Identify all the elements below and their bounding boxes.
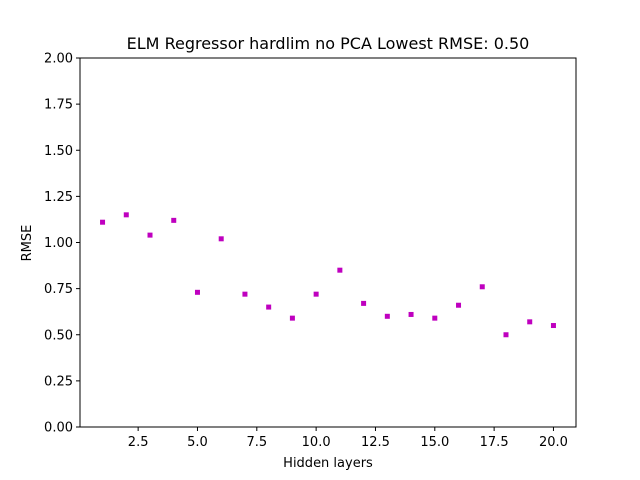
plot-area: 2.5 5.0 7.5 10.0 12.5 15.0 17.5 20.0 0.00 0.25 0.5… <box>44 52 577 450</box>
x-tick-label: 7.5 <box>246 435 267 450</box>
data-point <box>527 319 533 325</box>
x-tick-label: 20.0 <box>539 435 568 450</box>
data-point <box>384 313 390 319</box>
y-tick-label: 2.00 <box>44 52 73 67</box>
data-point <box>479 284 485 290</box>
data-point <box>242 291 248 297</box>
data-point <box>456 302 462 308</box>
data-point <box>218 236 224 242</box>
x-tick-label: 15.0 <box>420 435 449 450</box>
data-point <box>289 315 295 321</box>
data-point <box>337 267 343 273</box>
data-point <box>503 332 509 338</box>
y-tick-label: 1.50 <box>44 144 73 159</box>
x-tick-label: 12.5 <box>361 435 390 450</box>
y-axis-label: RMSE <box>20 225 35 262</box>
data-point <box>313 291 319 297</box>
data-point <box>432 315 438 321</box>
data-point <box>147 232 153 238</box>
data-point <box>550 323 556 329</box>
plot-frame <box>79 57 577 428</box>
x-tick-label: 2.5 <box>128 435 149 450</box>
x-tick-label: 17.5 <box>480 435 509 450</box>
x-tick-label: 10.0 <box>302 435 331 450</box>
y-tick-label: 0.50 <box>44 328 73 343</box>
data-point <box>100 219 106 225</box>
data-point <box>194 289 200 295</box>
y-tick-label: 1.75 <box>44 98 73 113</box>
data-point <box>408 311 414 317</box>
y-tick-label: 1.25 <box>44 190 73 205</box>
y-tick-label: 0.25 <box>44 374 73 389</box>
x-axis-label: Hidden layers <box>283 456 373 471</box>
x-tick-label: 5.0 <box>187 435 208 450</box>
chart-title: ELM Regressor hardlim no PCA Lowest RMSE… <box>127 34 530 53</box>
y-tick-label: 1.00 <box>44 236 73 251</box>
y-tick-label: 0.75 <box>44 282 73 297</box>
data-point <box>266 304 272 310</box>
data-point <box>123 212 129 218</box>
data-point <box>171 217 177 223</box>
data-point <box>361 300 367 306</box>
y-tick-label: 0.00 <box>44 421 73 436</box>
